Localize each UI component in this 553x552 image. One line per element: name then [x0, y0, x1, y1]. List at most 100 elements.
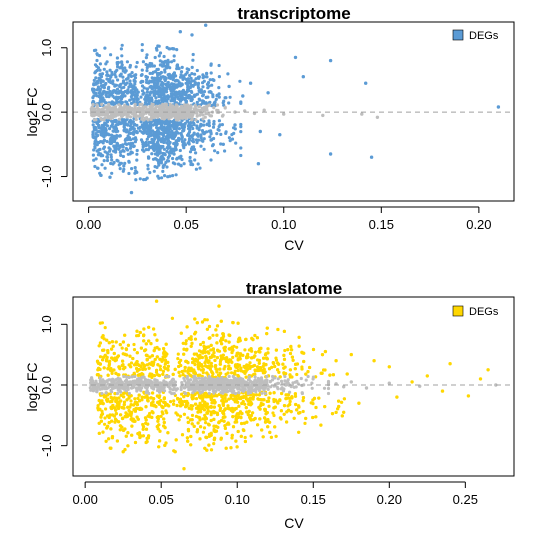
transcriptome-deg-point: [94, 91, 98, 95]
transcriptome-deg-point: [239, 130, 243, 134]
translatome-deg-point: [109, 446, 113, 450]
transcriptome-deg-point: [108, 127, 112, 131]
transcriptome-deg-point: [145, 75, 149, 79]
transcriptome-deg-point: [140, 43, 144, 47]
transcriptome-nondeg-point: [90, 107, 95, 111]
transcriptome-deg-point: [153, 81, 157, 85]
translatome-deg-point: [195, 321, 199, 325]
translatome-deg-point: [205, 327, 209, 331]
translatome-deg-point: [257, 361, 261, 365]
transcriptome-deg-point: [140, 48, 144, 53]
transcriptome-panel: transcriptome 0.00 0.05 0.10 0.15 0.20 -1.00…: [24, 4, 515, 253]
transcriptome-deg-point: [195, 140, 199, 145]
translatome-deg-point: [212, 411, 216, 415]
translatome-deg-point: [217, 421, 221, 425]
transcriptome-deg-point: [130, 167, 134, 171]
transcriptome-deg-point: [130, 85, 134, 89]
transcriptome-deg-point: [120, 54, 124, 58]
transcriptome-deg-point: [113, 84, 117, 88]
transcriptome-deg-point: [188, 150, 193, 154]
transcriptome-deg-point: [196, 86, 201, 90]
translatome-deg-point: [103, 326, 107, 330]
transcriptome-deg-point: [94, 157, 98, 161]
translatome-deg-point: [142, 364, 147, 368]
transcriptome-nondeg-point: [143, 105, 147, 109]
translatome-deg-point: [209, 410, 213, 414]
translatome-deg-point: [258, 350, 262, 354]
translatome-deg-point: [101, 430, 105, 434]
transcriptome-deg-point: [176, 84, 180, 88]
transcriptome-deg-point: [146, 130, 150, 134]
transcriptome-deg-point: [109, 161, 113, 166]
translatome-deg-point: [199, 350, 204, 354]
transcriptome-deg-point: [212, 78, 216, 82]
transcriptome-deg-point: [168, 174, 172, 178]
transcriptome-y-tick-label: 0.0: [39, 103, 54, 121]
translatome-deg-point: [263, 416, 267, 420]
translatome-deg-point: [174, 438, 178, 442]
translatome-deg-point: [186, 427, 190, 432]
transcriptome-deg-point: [94, 128, 98, 132]
transcriptome-deg-point: [127, 73, 131, 77]
transcriptome-deg-point: [166, 124, 170, 128]
translatome-deg-point: [135, 329, 139, 333]
transcriptome-deg-point: [132, 97, 136, 101]
transcriptome-deg-point: [129, 122, 133, 126]
transcriptome-deg-point: [194, 167, 198, 171]
transcriptome-deg-point: [194, 151, 198, 155]
translatome-deg-point: [144, 342, 148, 346]
translatome-deg-point: [147, 434, 151, 438]
transcriptome-deg-point: [209, 158, 213, 162]
transcriptome-deg-point: [93, 146, 97, 150]
transcriptome-deg-point: [126, 88, 130, 92]
transcriptome-deg-point: [92, 158, 96, 162]
translatome-nondeg-point: [167, 374, 171, 379]
transcriptome-deg-point: [164, 130, 168, 134]
translatome-deg-point: [147, 339, 151, 343]
translatome-nondeg-point: [237, 391, 241, 395]
transcriptome-deg-point: [145, 90, 149, 94]
transcriptome-deg-point: [128, 82, 132, 86]
translatome-deg-point: [209, 448, 214, 452]
translatome-deg-point: [262, 398, 266, 402]
translatome-deg-point: [171, 372, 175, 376]
translatome-deg-point: [306, 370, 310, 374]
translatome-deg-point: [178, 374, 182, 378]
transcriptome-deg-point: [188, 81, 192, 85]
translatome-deg-point: [182, 369, 186, 373]
transcriptome-deg-point: [199, 136, 203, 140]
translatome-deg-point: [119, 413, 123, 417]
translatome-deg-point: [236, 415, 240, 420]
translatome-deg-point: [293, 392, 297, 396]
translatome-deg-point: [250, 336, 254, 340]
translatome-deg-point: [266, 347, 270, 351]
transcriptome-deg-point: [143, 126, 147, 130]
transcriptome-deg-point: [122, 85, 126, 89]
translatome-deg-point: [198, 373, 202, 377]
translatome-deg-point: [290, 355, 294, 359]
translatome-deg-point: [262, 367, 266, 371]
translatome-deg-point: [202, 426, 207, 430]
transcriptome-deg-point: [121, 148, 125, 153]
translatome-deg-point: [126, 405, 130, 409]
translatome-deg-point: [235, 345, 239, 349]
translatome-deg-point: [217, 304, 221, 308]
transcriptome-deg-point: [110, 158, 114, 162]
transcriptome-deg-point: [91, 134, 95, 138]
translatome-deg-point: [214, 429, 219, 433]
transcriptome-deg-point: [146, 143, 150, 147]
translatome-deg-point: [302, 359, 306, 364]
translatome-deg-point: [345, 372, 349, 376]
translatome-deg-point: [221, 415, 225, 420]
transcriptome-deg-point: [106, 87, 110, 91]
transcriptome-nondeg-point: [197, 104, 201, 109]
transcriptome-deg-point: [153, 137, 157, 141]
translatome-deg-point: [193, 317, 197, 321]
translatome-deg-point: [304, 416, 308, 421]
transcriptome-deg-point: [146, 126, 150, 130]
translatome-deg-point: [174, 411, 178, 415]
translatome-deg-point: [129, 414, 133, 418]
translatome-deg-point: [204, 364, 208, 368]
transcriptome-deg-point: [135, 152, 139, 156]
transcriptome-deg-point: [213, 100, 217, 104]
